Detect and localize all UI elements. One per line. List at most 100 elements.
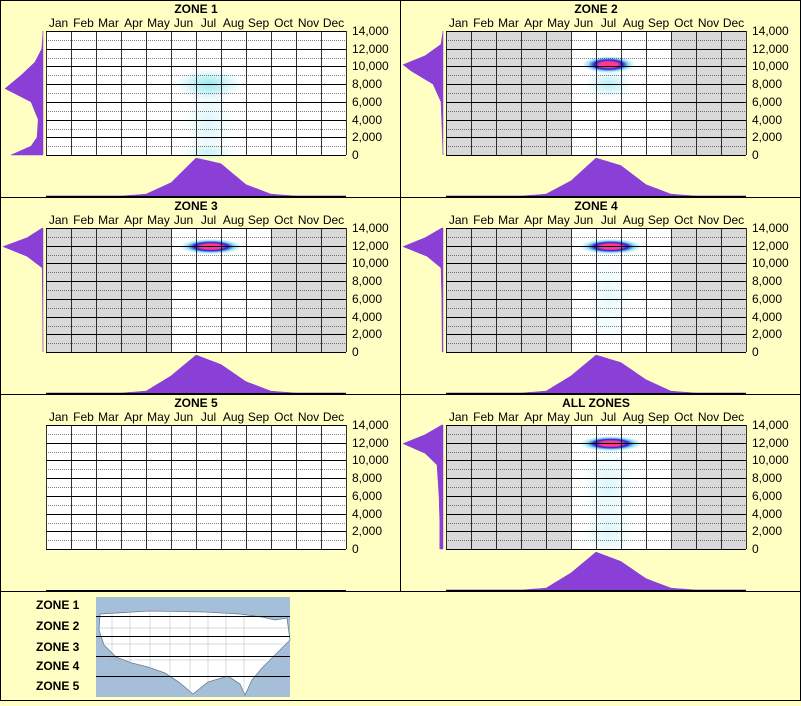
month-label: Apr bbox=[124, 213, 143, 227]
elevation-tick: 8,000 bbox=[752, 274, 782, 288]
elevation-tick: 12,000 bbox=[352, 42, 389, 56]
panel-title: ALL ZONES bbox=[562, 396, 630, 410]
month-label: Dec bbox=[323, 213, 344, 227]
month-column-bg bbox=[671, 228, 696, 352]
month-label: Nov bbox=[698, 410, 719, 424]
month-column-bg bbox=[71, 31, 96, 155]
month-label: Jan bbox=[49, 410, 68, 424]
panel-zone-1: ZONE 1 Jan Feb Mar Apr May Jun Jul Aug Sep Oct Nov D… bbox=[0, 0, 401, 198]
month-column-bg bbox=[146, 31, 171, 155]
month-column-bg bbox=[646, 425, 671, 549]
month-label: Aug bbox=[623, 16, 644, 30]
month-label: Mar bbox=[98, 410, 119, 424]
month-label: Apr bbox=[524, 213, 543, 227]
elevation-tick: 0 bbox=[352, 542, 359, 556]
elevation-tick: 10,000 bbox=[352, 256, 389, 270]
zone-map-image bbox=[96, 597, 291, 697]
elevation-tick: 14,000 bbox=[352, 221, 389, 235]
month-label: Mar bbox=[498, 213, 519, 227]
month-label: Oct bbox=[674, 213, 693, 227]
month-label: Mar bbox=[498, 410, 519, 424]
elevation-tick: 10,000 bbox=[352, 59, 389, 73]
month-column-bg bbox=[696, 228, 721, 352]
month-column-bg bbox=[546, 31, 571, 155]
month-label: Dec bbox=[323, 410, 344, 424]
month-column-bg bbox=[646, 31, 671, 155]
panel-zone-3: ZONE 3 Jan Feb Mar Apr May Jun Jul Aug Sep Oct Nov D… bbox=[0, 197, 401, 395]
elevation-tick: 14,000 bbox=[752, 24, 789, 38]
month-label: Jun bbox=[174, 16, 193, 30]
month-label: Jun bbox=[574, 410, 593, 424]
panel-title: ZONE 3 bbox=[174, 199, 218, 213]
month-label: Feb bbox=[73, 16, 94, 30]
elevation-density-curve bbox=[2, 227, 44, 353]
elevation-tick: 4,000 bbox=[752, 113, 782, 127]
elevation-tick: 8,000 bbox=[752, 471, 782, 485]
panel-zone-5: ZONE 5 Jan Feb Mar Apr May Jun Jul Aug Sep Oct Nov D… bbox=[0, 394, 401, 592]
elevation-tick: 6,000 bbox=[752, 95, 782, 109]
elevation-tick: 2,000 bbox=[752, 524, 782, 538]
month-label: Dec bbox=[723, 213, 744, 227]
month-label: May bbox=[547, 213, 570, 227]
month-column-bg bbox=[71, 228, 96, 352]
elevation-tick: 10,000 bbox=[752, 59, 789, 73]
panel-zone-6: ALL ZONES Jan Feb Mar Apr May Jun Jul Aug Sep Oct N… bbox=[400, 394, 801, 592]
month-column-bg bbox=[721, 31, 746, 155]
month-column-bg bbox=[271, 425, 296, 549]
month-label: Oct bbox=[674, 16, 693, 30]
elevation-tick: 12,000 bbox=[352, 436, 389, 450]
month-column-bg bbox=[696, 425, 721, 549]
month-column-bg bbox=[446, 425, 471, 549]
month-label: Jul bbox=[201, 213, 216, 227]
month-label: Oct bbox=[274, 213, 293, 227]
month-column-bg bbox=[246, 31, 271, 155]
month-label: Sep bbox=[648, 213, 670, 227]
elevation-tick: 14,000 bbox=[752, 221, 789, 235]
month-column-bg bbox=[521, 425, 546, 549]
month-column-bg bbox=[671, 31, 696, 155]
month-column-bg bbox=[146, 228, 171, 352]
month-label: Jul bbox=[201, 410, 216, 424]
elevation-tick: 6,000 bbox=[752, 489, 782, 503]
month-column-bg bbox=[671, 425, 696, 549]
month-column-bg bbox=[196, 425, 221, 549]
month-column-bg bbox=[121, 425, 146, 549]
month-column-bg bbox=[296, 31, 321, 155]
month-label: Feb bbox=[73, 410, 94, 424]
elevation-tick: 8,000 bbox=[352, 274, 382, 288]
month-label: Sep bbox=[248, 16, 270, 30]
month-column-bg bbox=[271, 31, 296, 155]
month-label: Apr bbox=[124, 16, 143, 30]
month-label: Aug bbox=[223, 410, 244, 424]
month-column-bg bbox=[546, 425, 571, 549]
month-column-bg bbox=[121, 31, 146, 155]
elevation-tick: 2,000 bbox=[752, 327, 782, 341]
elevation-tick: 6,000 bbox=[352, 292, 382, 306]
elevation-tick: 2,000 bbox=[752, 130, 782, 144]
elevation-density-curve bbox=[402, 424, 444, 550]
month-label: Jul bbox=[601, 410, 616, 424]
elevation-tick: 4,000 bbox=[352, 113, 382, 127]
elevation-tick: 4,000 bbox=[352, 310, 382, 324]
month-label: Sep bbox=[248, 213, 270, 227]
month-label: Jun bbox=[574, 213, 593, 227]
month-label: Nov bbox=[298, 410, 319, 424]
panel-title: ZONE 5 bbox=[174, 396, 218, 410]
elevation-density-curve bbox=[402, 227, 444, 353]
month-label: May bbox=[147, 213, 170, 227]
month-label: Dec bbox=[723, 410, 744, 424]
elevation-tick: 8,000 bbox=[352, 471, 382, 485]
legend-zone-4: ZONE 4 bbox=[36, 659, 80, 673]
elevation-tick: 0 bbox=[752, 148, 759, 162]
month-label: Nov bbox=[698, 213, 719, 227]
legend-zone-3: ZONE 3 bbox=[36, 640, 80, 654]
month-column-bg bbox=[246, 425, 271, 549]
month-column-bg bbox=[96, 31, 121, 155]
month-column-bg bbox=[246, 228, 271, 352]
month-column-bg bbox=[271, 228, 296, 352]
legend-zone-5: ZONE 5 bbox=[36, 679, 80, 693]
elevation-tick: 4,000 bbox=[752, 507, 782, 521]
month-label: Dec bbox=[723, 16, 744, 30]
month-label: Jan bbox=[449, 16, 468, 30]
